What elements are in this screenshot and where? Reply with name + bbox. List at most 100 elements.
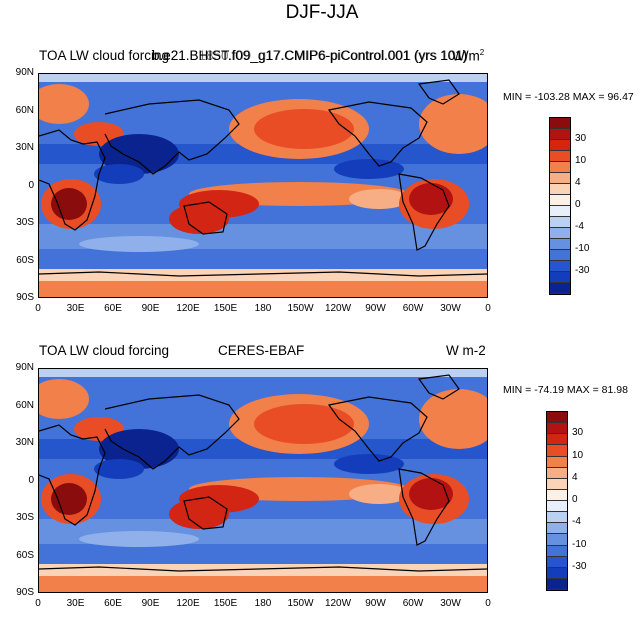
colorbar-swatch bbox=[550, 195, 570, 206]
panel-2-units: W m-2 bbox=[446, 343, 486, 358]
colorbar-swatch bbox=[547, 434, 567, 446]
colorbar-swatch bbox=[550, 173, 570, 184]
colorbar-swatch bbox=[547, 445, 567, 457]
panel-2-stats: MIN = -74.19 MAX = 81.98 bbox=[503, 384, 628, 396]
panel-1-colorbar bbox=[549, 117, 571, 295]
lat-label: 30N bbox=[15, 437, 34, 448]
colorbar-swatch bbox=[550, 250, 570, 261]
colorbar-label: 10 bbox=[572, 449, 584, 461]
lon-label: 30E bbox=[66, 303, 85, 314]
lon-label: 150E bbox=[213, 598, 238, 609]
field-patch bbox=[79, 531, 199, 547]
field-patch bbox=[51, 188, 87, 220]
panel-1-stats: MIN = -103.28 MAX = 96.47 bbox=[503, 91, 634, 103]
colorbar-swatch bbox=[547, 534, 567, 546]
colorbar-swatch bbox=[547, 556, 567, 568]
lon-label: 150W bbox=[287, 598, 314, 609]
panel-2-colorbar bbox=[546, 411, 568, 591]
coastline bbox=[398, 468, 450, 546]
field-patch bbox=[39, 74, 487, 82]
colorbar-swatch bbox=[547, 545, 567, 557]
colorbar-swatch bbox=[550, 162, 570, 173]
lon-label: 120W bbox=[324, 598, 352, 609]
lat-label: 30S bbox=[16, 217, 34, 228]
field-patch bbox=[349, 189, 409, 209]
field-patch bbox=[169, 204, 229, 234]
field-patch bbox=[169, 499, 229, 529]
field-patch bbox=[409, 478, 453, 510]
lat-label: 30N bbox=[15, 142, 34, 153]
lon-label: 180 bbox=[254, 303, 272, 314]
lon-label: 90W bbox=[365, 598, 386, 609]
field-patch bbox=[419, 389, 487, 449]
lon-label: 30E bbox=[66, 598, 85, 609]
colorbar-swatch bbox=[550, 272, 570, 283]
field-patch bbox=[334, 454, 404, 474]
lon-label: 0 bbox=[35, 303, 41, 314]
field-patch bbox=[39, 379, 89, 419]
lat-label: 0 bbox=[28, 474, 34, 486]
panel-1-units: W/m2 bbox=[452, 48, 484, 64]
field-patch bbox=[39, 281, 487, 297]
panel-2-map bbox=[38, 368, 488, 593]
field-patch bbox=[39, 84, 89, 124]
field-patch bbox=[334, 159, 404, 179]
colorbar-swatch bbox=[550, 118, 570, 129]
coastline bbox=[39, 129, 106, 231]
coastline bbox=[417, 374, 460, 400]
lon-label: 120E bbox=[176, 303, 200, 314]
coastline bbox=[39, 424, 106, 526]
colorbar-swatch bbox=[547, 456, 567, 468]
field-patch bbox=[39, 564, 487, 576]
colorbar-label: -4 bbox=[572, 516, 581, 528]
coastline bbox=[398, 173, 450, 251]
colorbar-swatch bbox=[547, 423, 567, 435]
lon-label: 90E bbox=[141, 598, 160, 609]
colorbar-label: -10 bbox=[575, 243, 590, 254]
panel-1-left-label: TOA LW cloud forcing bbox=[39, 48, 170, 63]
colorbar-label: 10 bbox=[575, 155, 587, 166]
lon-label: 180 bbox=[254, 598, 272, 609]
lon-label: 0 bbox=[485, 598, 491, 609]
figure-title: DJF-JJA bbox=[285, 2, 359, 23]
lon-label: 90E bbox=[141, 303, 160, 314]
lon-label: 60E bbox=[104, 598, 122, 609]
panel-1-center-label: b.e21.BHIST.f09_g17.CMIP6-piControl.001 … bbox=[152, 48, 468, 63]
lon-label: 60W bbox=[402, 598, 424, 609]
field-patch bbox=[79, 236, 199, 252]
colorbar-label: -30 bbox=[572, 560, 587, 572]
colorbar-swatch bbox=[550, 129, 570, 140]
field-patch bbox=[39, 576, 487, 592]
lon-label: 150W bbox=[287, 303, 314, 314]
lon-label: 30W bbox=[440, 598, 461, 609]
colorbar-label: 0 bbox=[572, 494, 578, 505]
panel-1-max-text: MAX = 96.47 bbox=[572, 91, 634, 103]
panel-1-map bbox=[38, 73, 488, 298]
lon-label: 0 bbox=[485, 303, 491, 314]
coastline bbox=[183, 496, 228, 530]
lat-label: 60S bbox=[16, 549, 34, 561]
field-patch bbox=[409, 183, 453, 215]
lon-label: 60W bbox=[402, 303, 424, 314]
colorbar-swatch bbox=[547, 467, 567, 479]
colorbar-swatch bbox=[550, 184, 570, 195]
colorbar-label: 0 bbox=[575, 199, 581, 210]
field-patch bbox=[419, 94, 487, 154]
coastline bbox=[327, 396, 428, 462]
panel-1-overlap-label: b.e21.B1850.f09_g17.CMIP6-piControl.001 … bbox=[152, 48, 468, 63]
field-patch bbox=[39, 369, 487, 377]
coastline bbox=[104, 394, 240, 470]
colorbar-label: 4 bbox=[572, 471, 578, 483]
lat-label: 60N bbox=[15, 104, 34, 116]
colorbar-label: -4 bbox=[575, 221, 584, 232]
colorbar-swatch bbox=[547, 512, 567, 524]
coastline bbox=[183, 201, 228, 235]
panel-1-units-base: W/m bbox=[452, 48, 480, 64]
colorbar-swatch bbox=[550, 283, 570, 294]
field-patch bbox=[254, 109, 354, 149]
field-patch bbox=[39, 269, 487, 281]
lat-label: 0 bbox=[28, 179, 34, 191]
panel-2-max-text: MAX = 81.98 bbox=[566, 384, 628, 396]
colorbar-swatch bbox=[547, 412, 567, 424]
panel-1-min-text: MIN = -103.28 bbox=[503, 91, 570, 103]
